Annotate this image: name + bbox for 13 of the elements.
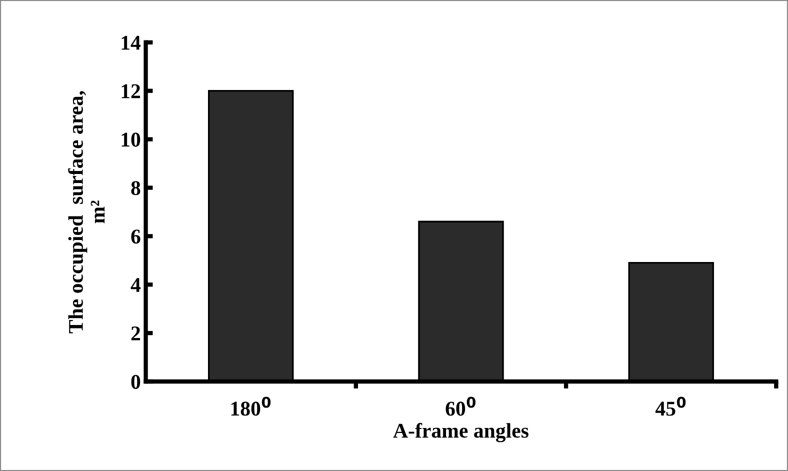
- x-tick-label: 60$^{0}$: [446, 396, 476, 416]
- y-tick-label: 0: [131, 374, 140, 389]
- y-tick-label: 10: [122, 132, 140, 147]
- y-tick-label: 12: [122, 84, 140, 98]
- y-axis-title: The occupied surface area, m²: [68, 91, 105, 334]
- y-tick-label: 6: [131, 230, 140, 244]
- x-tick-label: 45$^{0}$: [655, 396, 686, 416]
- y-tick-label: 14: [122, 36, 141, 50]
- x-tick-label: 180$^{0}$: [231, 396, 271, 416]
- x-axis-title: A-frame angles: [393, 422, 528, 442]
- y-tick-label: 8: [131, 181, 140, 196]
- y-tick-label: 2: [131, 326, 140, 340]
- y-tick-label: 4: [130, 278, 141, 292]
